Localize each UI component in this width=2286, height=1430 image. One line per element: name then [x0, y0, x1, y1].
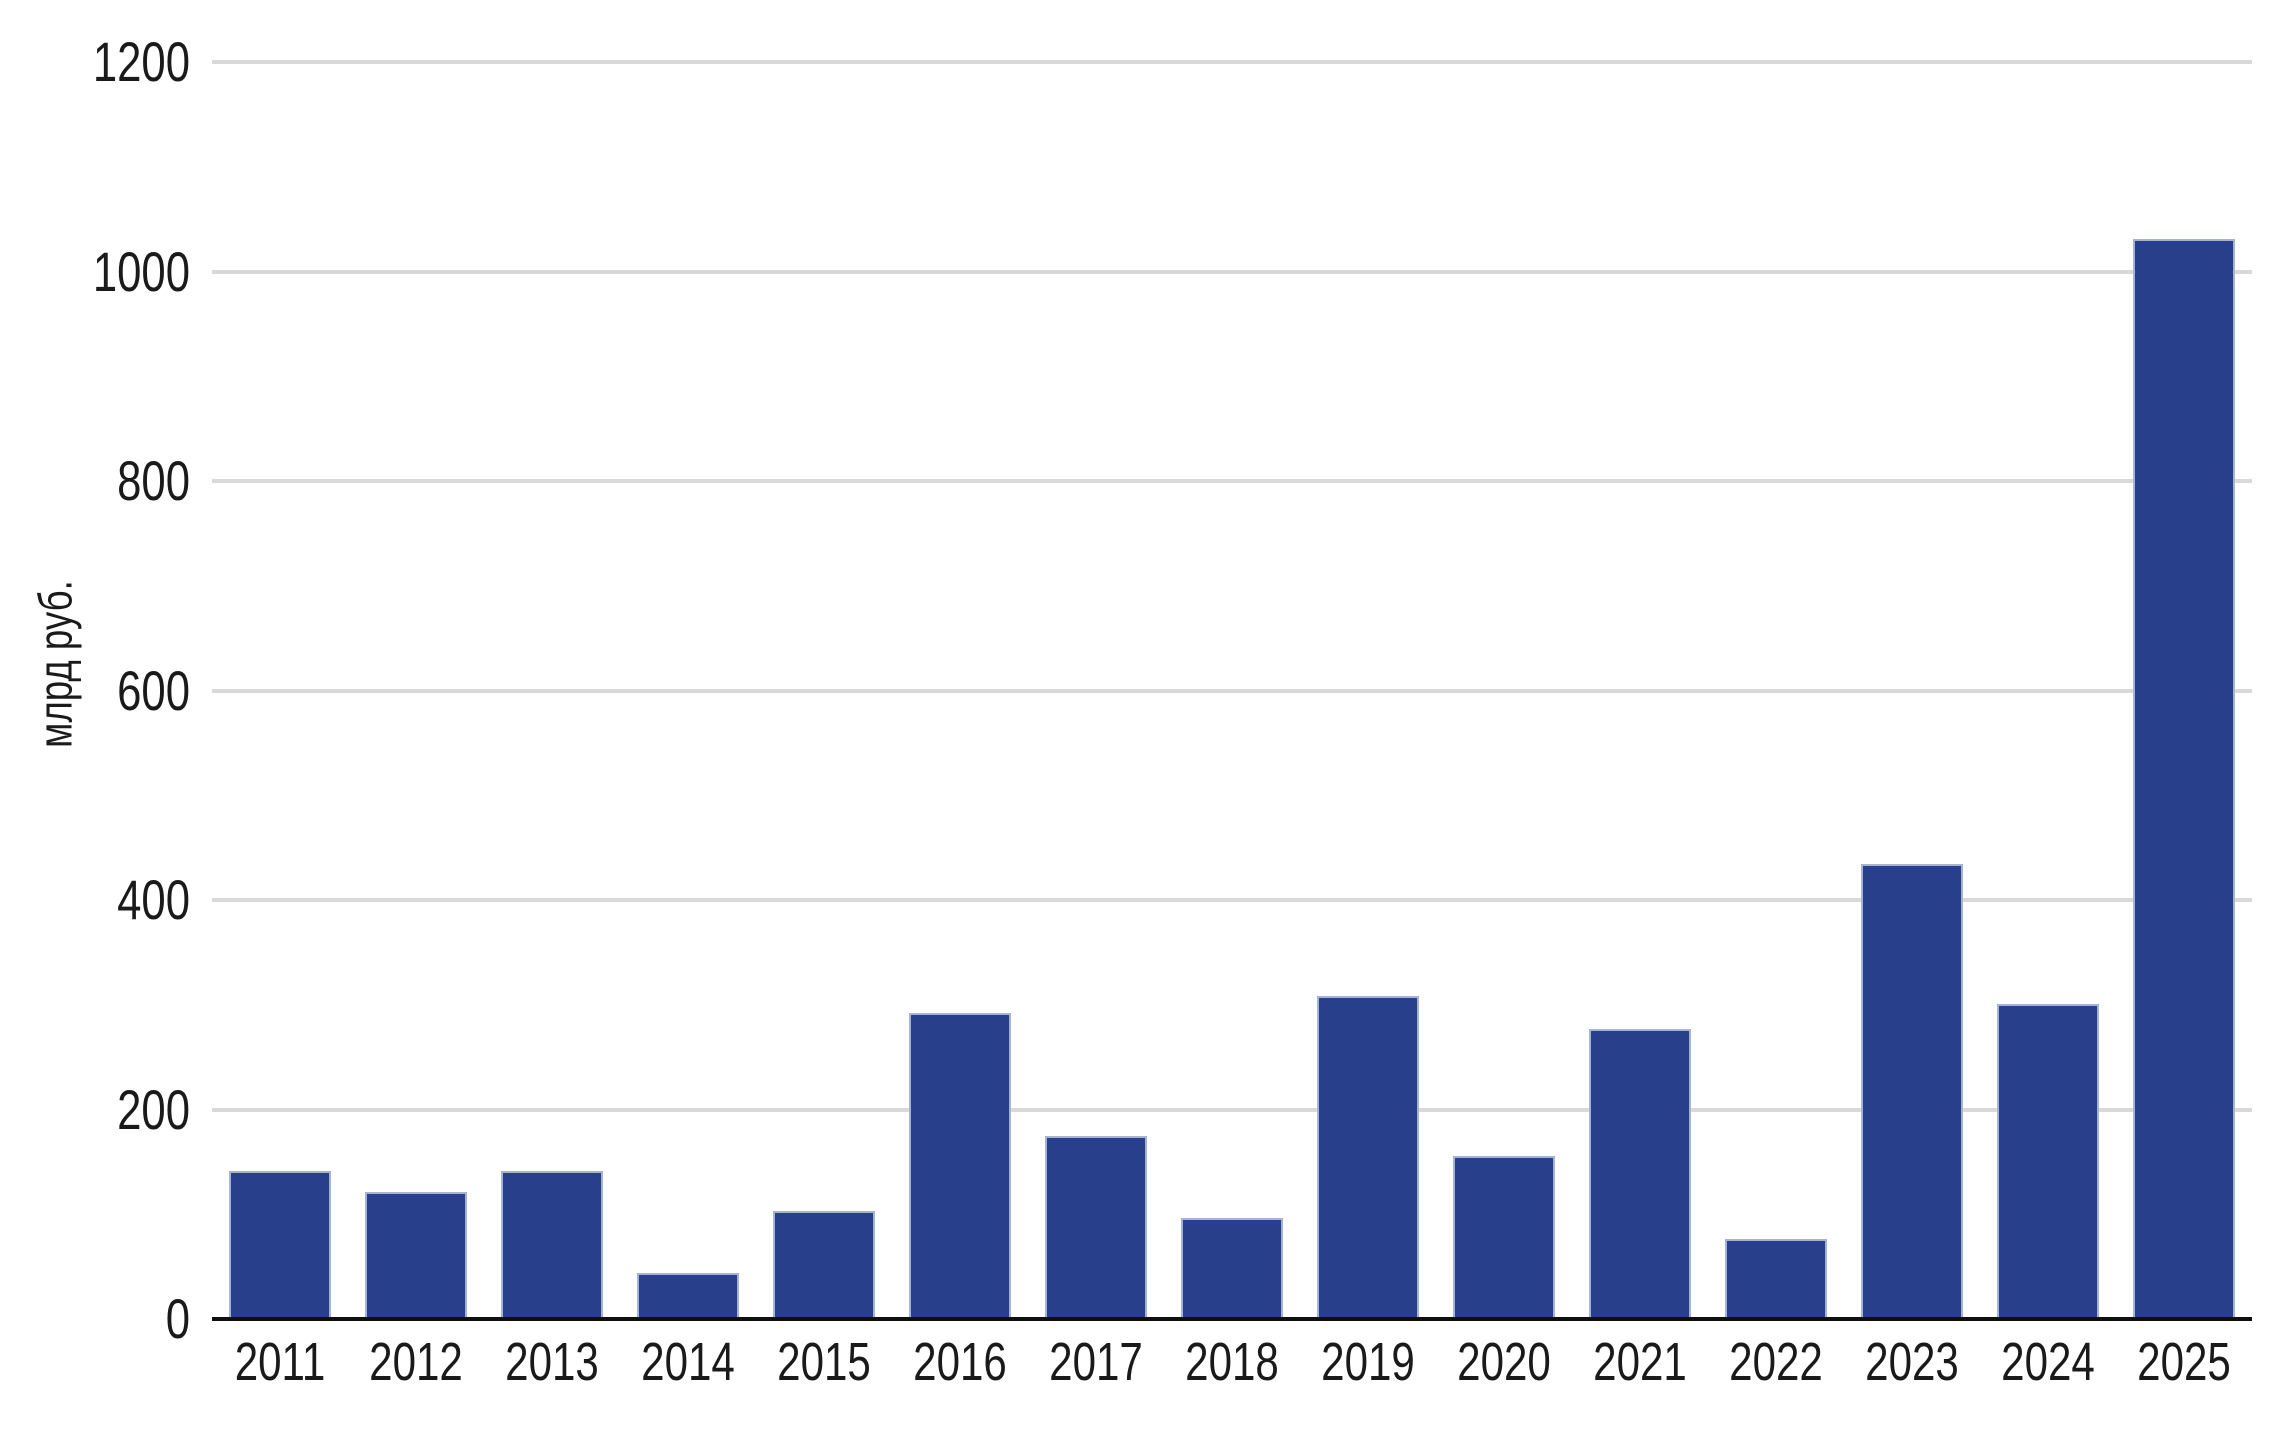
x-tick-label-2025: 2025 [2137, 1332, 2231, 1392]
bar-2025 [2133, 239, 2235, 1319]
x-tick-label-2015: 2015 [777, 1332, 871, 1392]
x-tick-label-2012: 2012 [369, 1332, 463, 1392]
bar-2011 [229, 1171, 331, 1319]
x-tick-label-2013: 2013 [505, 1332, 599, 1392]
y-tick-label-400: 400 [117, 868, 190, 931]
gridline-1000 [212, 269, 2252, 274]
bar-2014 [637, 1272, 739, 1319]
x-tick-label-2022: 2022 [1729, 1332, 1823, 1392]
bar-2021 [1589, 1028, 1691, 1319]
bar-2017 [1045, 1135, 1147, 1319]
bar-2015 [773, 1211, 875, 1319]
gridline-800 [212, 479, 2252, 483]
bar-2018 [1181, 1218, 1283, 1319]
x-tick-label-2024: 2024 [2001, 1332, 2095, 1392]
x-axis-line [212, 1317, 2252, 1321]
bar-2022 [1725, 1239, 1827, 1319]
y-tick-label-1000: 1000 [92, 239, 190, 303]
x-tick-label-2020: 2020 [1457, 1332, 1551, 1392]
y-tick-label-600: 600 [117, 658, 190, 722]
gridline-200 [212, 1107, 2252, 1112]
bar-2023 [1861, 864, 1963, 1319]
bar-2019 [1317, 996, 1419, 1319]
gridline-1200 [212, 60, 2252, 64]
bar-2012 [365, 1192, 467, 1319]
x-tick-label-2016: 2016 [913, 1332, 1007, 1392]
x-tick-label-2018: 2018 [1185, 1332, 1279, 1392]
y-tick-label-0: 0 [165, 1287, 190, 1350]
x-tick-label-2014: 2014 [641, 1332, 735, 1392]
bar-2013 [501, 1171, 603, 1319]
y-tick-label-800: 800 [117, 449, 190, 512]
y-tick-label-1200: 1200 [92, 30, 190, 93]
x-tick-label-2011: 2011 [234, 1332, 326, 1392]
x-tick-label-2019: 2019 [1321, 1332, 1415, 1392]
y-tick-label-200: 200 [117, 1077, 190, 1141]
x-tick-label-2017: 2017 [1049, 1332, 1143, 1392]
x-tick-label-2021: 2021 [1593, 1332, 1687, 1392]
bar-2024 [1997, 1003, 2099, 1319]
gridline-400 [212, 898, 2252, 902]
bar-2020 [1453, 1155, 1555, 1319]
gridline-600 [212, 688, 2252, 693]
x-tick-label-2023: 2023 [1865, 1332, 1959, 1392]
bar-2016 [909, 1013, 1011, 1319]
